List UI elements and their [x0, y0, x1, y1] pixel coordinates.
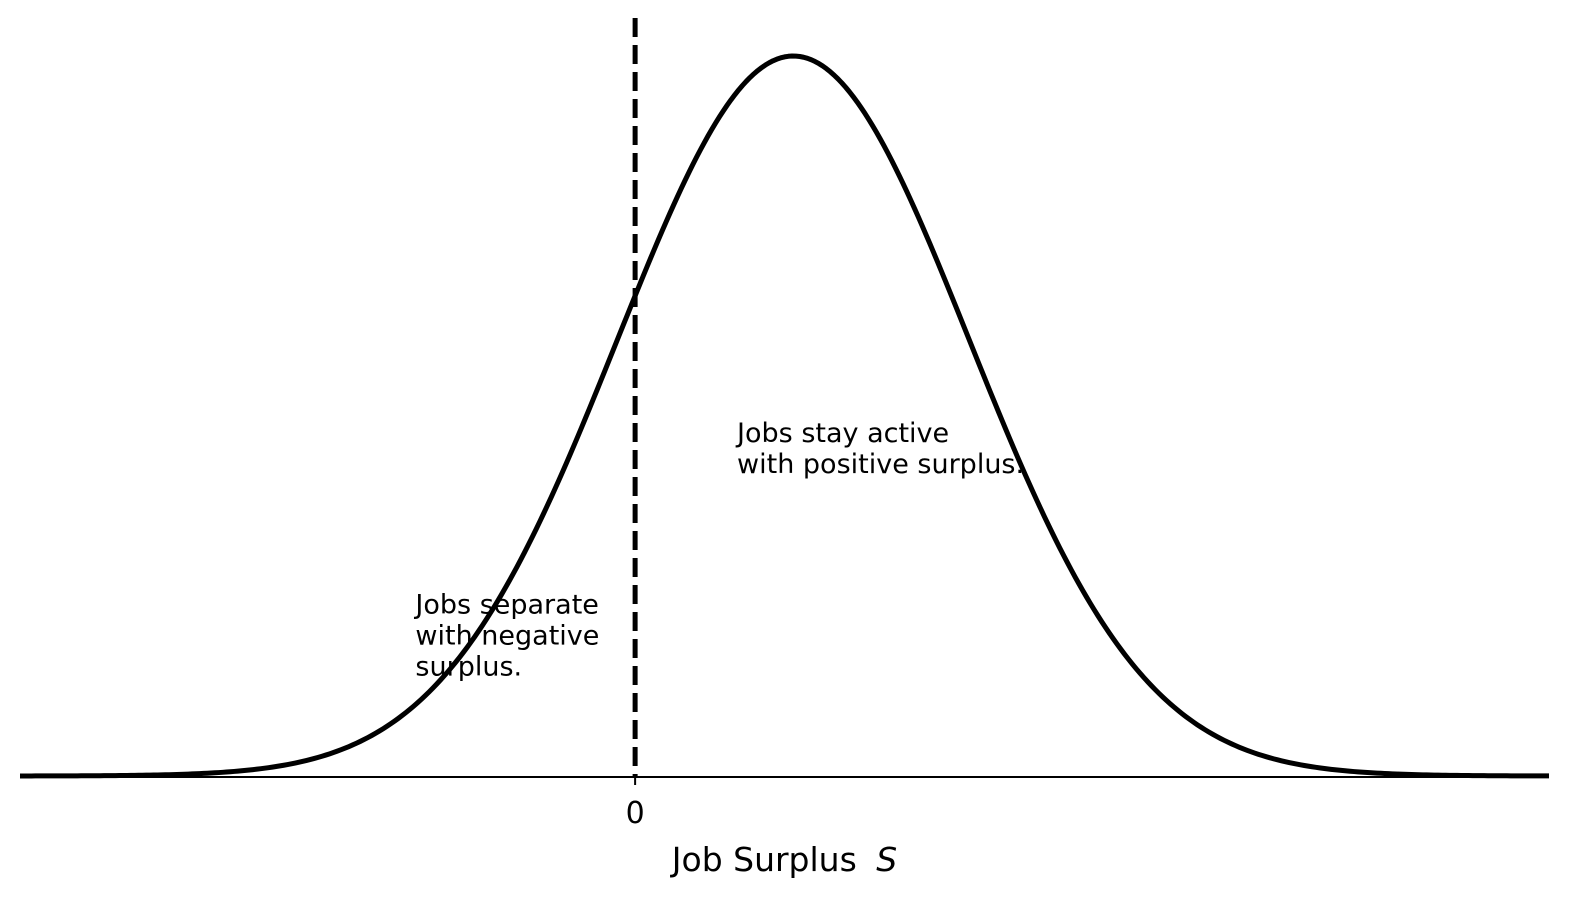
x-axis-label-text: Job Surplus [670, 840, 857, 879]
x-axis-ticks: 0 [626, 777, 645, 831]
x-axis-label-symbol: S [876, 840, 897, 879]
x-tick-label: 0 [626, 796, 645, 831]
annotation-line: with positive surplus. [737, 449, 1024, 480]
surplus-density-curve [20, 53, 1550, 779]
annotation-line: Jobs stay active [735, 418, 949, 449]
negative-surplus-annotation: Jobs separate with negative surplus. [413, 590, 599, 683]
annotations: Jobs separate with negative surplus.Jobs s… [413, 418, 1024, 682]
annotation-line: with negative [415, 621, 599, 652]
positive-surplus-annotation: Jobs stay active with positive surplus. [735, 418, 1024, 480]
x-axis-label: Job Surplus S [670, 840, 897, 879]
annotation-line: Jobs separate [413, 590, 598, 621]
annotation-line: surplus. [415, 652, 522, 683]
